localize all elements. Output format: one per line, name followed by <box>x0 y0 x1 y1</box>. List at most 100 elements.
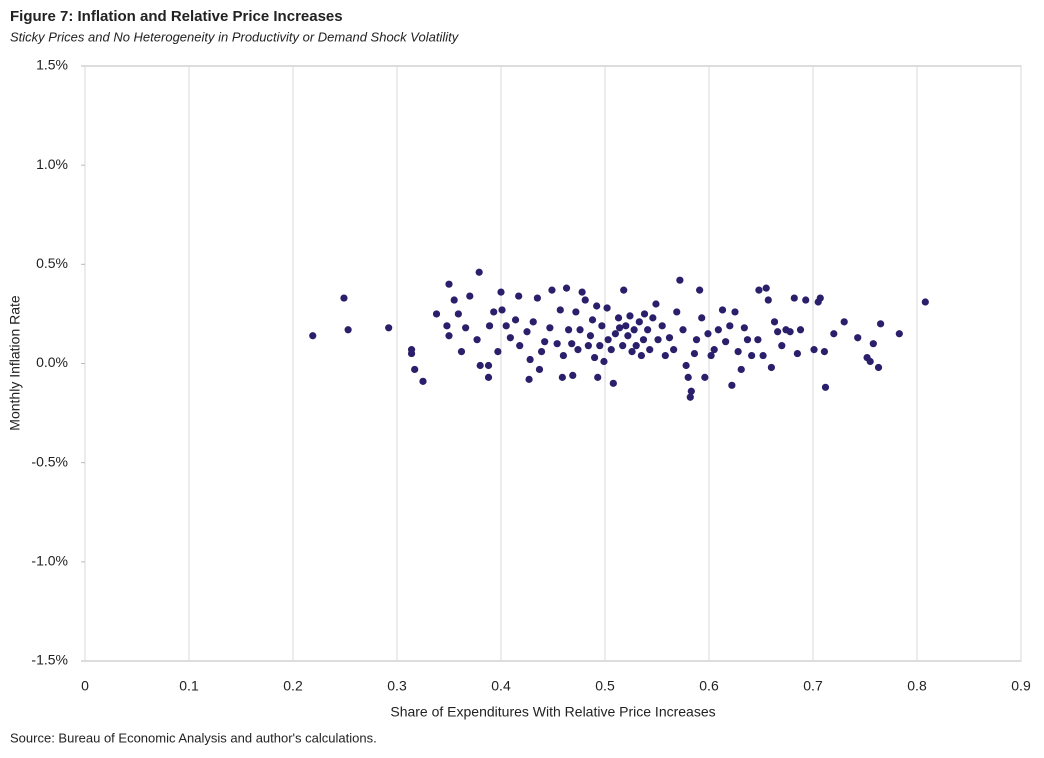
y-tick-label: 0.0% <box>36 354 68 370</box>
data-point <box>526 355 534 364</box>
data-point <box>546 324 554 332</box>
data-point <box>485 322 494 330</box>
data-point <box>593 302 601 310</box>
data-point <box>609 379 617 387</box>
chart-title: Figure 7: Inflation and Relative Price I… <box>10 8 343 25</box>
data-point <box>734 348 742 356</box>
x-tick-label: 0.1 <box>179 678 199 694</box>
data-point <box>497 288 505 296</box>
data-point <box>523 328 531 336</box>
data-point <box>690 349 699 358</box>
data-point <box>670 346 678 354</box>
data-point <box>665 334 674 342</box>
data-point <box>476 361 484 370</box>
data-point <box>615 324 624 332</box>
data-point <box>502 322 510 330</box>
data-point <box>654 336 662 344</box>
data-point <box>450 296 458 304</box>
data-point <box>635 318 643 326</box>
data-point <box>679 326 687 334</box>
data-point <box>568 340 576 348</box>
data-point <box>594 373 602 381</box>
data-point <box>649 314 657 322</box>
data-point <box>614 314 623 322</box>
data-point <box>515 292 523 300</box>
data-point <box>581 296 589 304</box>
data-point <box>558 373 566 381</box>
data-point <box>869 340 877 348</box>
data-point <box>385 324 393 332</box>
data-point <box>632 342 640 350</box>
data-point <box>707 351 715 360</box>
data-point <box>820 348 829 356</box>
data-point <box>565 326 573 334</box>
data-point <box>701 373 709 381</box>
x-tick-label: 0.8 <box>907 678 927 694</box>
data-point <box>596 342 604 350</box>
data-point <box>767 363 776 372</box>
x-tick-label: 0.7 <box>803 678 823 694</box>
data-point <box>576 326 584 334</box>
data-point <box>726 322 734 330</box>
data-point <box>652 300 660 308</box>
data-point <box>866 357 874 366</box>
data-point <box>687 387 695 395</box>
data-point <box>462 324 470 332</box>
data-point <box>830 330 838 338</box>
data-point <box>344 326 352 334</box>
data-point <box>407 349 416 358</box>
data-point <box>484 361 493 370</box>
y-tick-label: -1.0% <box>31 553 68 569</box>
data-point <box>494 348 502 356</box>
data-point <box>673 308 681 316</box>
data-point <box>574 346 582 354</box>
data-point <box>630 326 638 334</box>
data-point <box>840 318 848 326</box>
x-tick-label: 0 <box>81 678 89 694</box>
x-tick-label: 0.3 <box>387 678 407 694</box>
chart-subtitle: Sticky Prices and No Heterogeneity in Pr… <box>10 29 460 44</box>
data-point <box>556 306 564 314</box>
data-point <box>411 365 419 374</box>
data-point <box>682 361 690 370</box>
data-point <box>611 330 620 338</box>
data-point <box>710 346 718 354</box>
data-point <box>475 268 483 276</box>
data-point <box>484 373 493 381</box>
data-point <box>793 349 802 358</box>
data-point <box>696 286 704 294</box>
data-point <box>676 276 684 284</box>
data-point <box>821 383 830 391</box>
data-point <box>790 294 798 302</box>
data-point <box>877 320 885 328</box>
data-point <box>588 316 597 324</box>
data-point <box>624 332 632 340</box>
y-tick-label: -0.5% <box>31 453 68 469</box>
data-point <box>598 322 606 330</box>
data-point <box>661 351 669 360</box>
data-point <box>600 357 608 366</box>
data-point <box>854 334 862 342</box>
data-point <box>684 373 692 381</box>
data-point <box>698 314 706 322</box>
data-point <box>755 286 763 294</box>
data-point <box>764 296 772 304</box>
data-point <box>692 336 701 344</box>
data-point <box>533 294 542 302</box>
data-point <box>874 363 883 372</box>
data-point <box>921 298 929 306</box>
data-point <box>640 310 649 318</box>
data-point <box>537 348 546 356</box>
data-point <box>628 348 636 356</box>
data-point <box>622 322 630 330</box>
plot-frame <box>84 65 1022 662</box>
data-point <box>309 332 317 340</box>
x-tick-label: 0.5 <box>595 678 615 694</box>
data-point <box>704 330 712 338</box>
data-point <box>569 371 577 379</box>
data-point <box>466 292 474 300</box>
y-tick-label: 1.5% <box>36 57 68 73</box>
data-point <box>762 284 770 292</box>
data-point <box>774 328 782 336</box>
